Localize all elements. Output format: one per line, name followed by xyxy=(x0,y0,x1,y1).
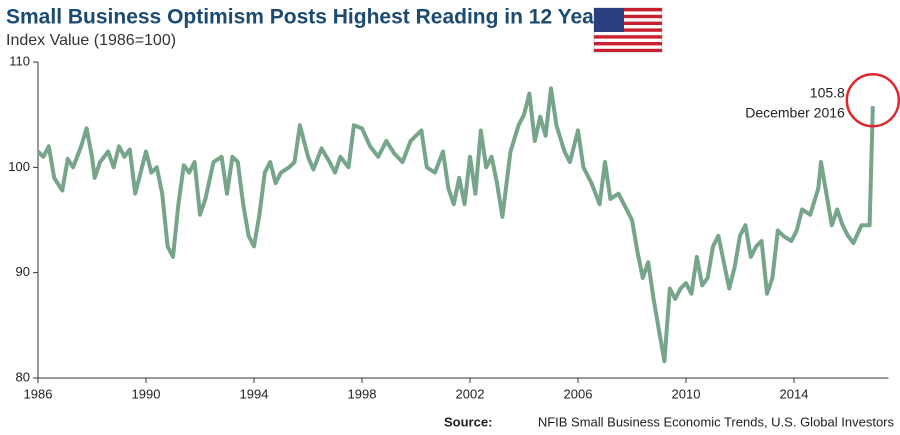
chart-title: Small Business Optimism Posts Highest Re… xyxy=(6,6,614,29)
x-tick-label: 2014 xyxy=(780,386,809,401)
x-tick-label: 2010 xyxy=(672,386,701,401)
x-tick-label: 1994 xyxy=(240,386,269,401)
x-tick-label: 1986 xyxy=(24,386,53,401)
chart-subtitle: Index Value (1986=100) xyxy=(6,32,176,49)
y-tick-label: 100 xyxy=(8,159,30,174)
highlight-circle xyxy=(845,72,900,128)
source-text: NFIB Small Business Economic Trends, U.S… xyxy=(538,414,895,429)
x-tick-label: 1990 xyxy=(132,386,161,401)
x-tick-label: 2006 xyxy=(564,386,593,401)
x-tick-label: 1998 xyxy=(348,386,377,401)
flag xyxy=(593,7,663,53)
y-tick-label: 110 xyxy=(9,53,30,68)
annotation: December 2016 xyxy=(745,105,845,121)
value-label: 105.8 xyxy=(810,85,845,101)
y-tick-label: 80 xyxy=(16,369,30,384)
x-tick-label: 2002 xyxy=(456,386,485,401)
y-tick-label: 90 xyxy=(16,264,30,279)
line-series xyxy=(36,86,875,364)
source-label: Source: xyxy=(444,414,492,429)
